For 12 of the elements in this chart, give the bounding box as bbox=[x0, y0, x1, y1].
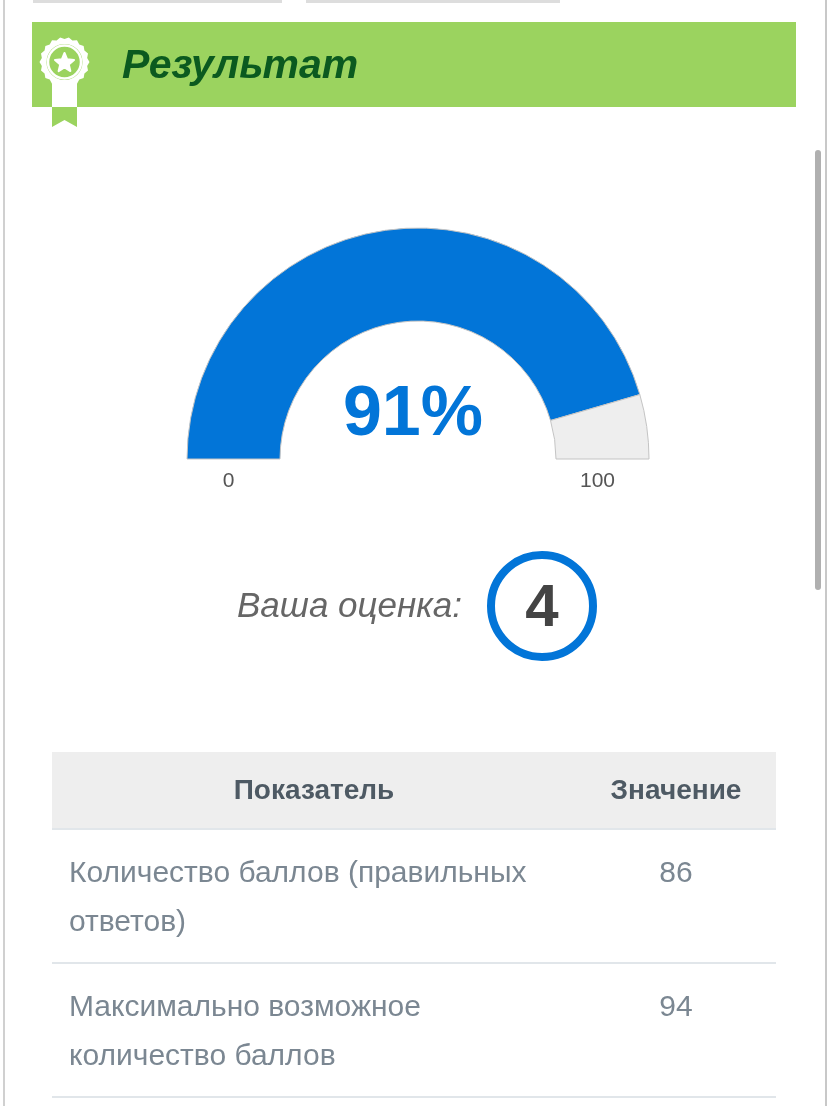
text: 0 bbox=[222, 468, 235, 491]
text: Показатель bbox=[233, 774, 395, 805]
data-label: 91% bbox=[342, 372, 484, 450]
text: 86 bbox=[659, 855, 693, 888]
text: 100 bbox=[579, 468, 616, 491]
text: Ваша оценка: bbox=[236, 584, 462, 626]
text: Количество баллов (правильных ответов) bbox=[69, 855, 527, 937]
text: 94 bbox=[659, 989, 693, 1022]
text: 4 bbox=[524, 571, 560, 641]
text: Значение bbox=[610, 774, 742, 805]
chart-title: Результат bbox=[122, 40, 359, 88]
text: Максимально возможное количество баллов bbox=[69, 989, 421, 1071]
